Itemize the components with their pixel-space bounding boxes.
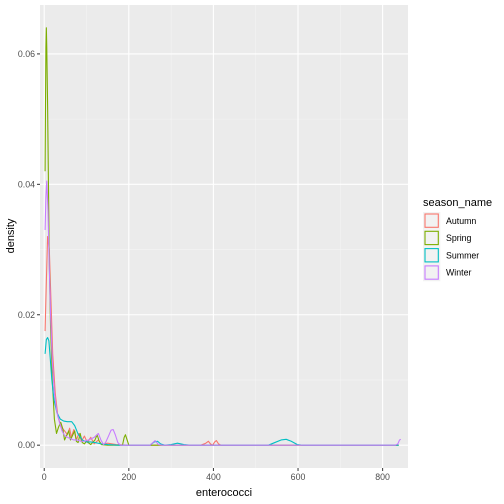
y-axis: 0.00 0.02 0.04 0.06 (18, 49, 40, 450)
legend-key-background (423, 229, 441, 247)
x-axis-title: enterococci (196, 487, 252, 499)
density-lines (44, 27, 402, 446)
legend-key-summer (423, 246, 441, 264)
series-line-summer (44, 337, 399, 446)
y-tick-label: 0.06 (18, 49, 35, 59)
y-tick-label: 0.04 (18, 179, 35, 189)
x-tick-label: 400 (206, 472, 221, 482)
legend: season_name Autumn Spring Summer Winter (423, 197, 492, 282)
legend-key-winter (423, 263, 441, 282)
x-tick-label: 200 (121, 472, 136, 482)
x-tick-label: 800 (375, 472, 390, 482)
plot-background (40, 5, 408, 468)
legend-key-swatch (424, 230, 439, 246)
y-tick-label: 0.00 (18, 440, 35, 450)
legend-items: Autumn Spring Summer Winter (423, 212, 479, 282)
x-tick-label: 600 (291, 472, 306, 482)
x-tick-label: 0 (42, 472, 47, 482)
legend-title: season_name (423, 197, 492, 209)
legend-key-background (423, 263, 441, 282)
y-tick-label: 0.02 (18, 310, 35, 320)
legend-key-background (423, 212, 441, 230)
legend-key-background (423, 246, 441, 264)
legend-key-autumn (423, 212, 441, 230)
x-axis: 0 200 400 600 800 (42, 468, 390, 482)
legend-label: Summer (446, 250, 479, 260)
y-axis-title: density (5, 218, 17, 253)
grid-minor (40, 5, 408, 468)
legend-key-swatch (424, 213, 439, 228)
legend-label: Winter (446, 268, 471, 278)
legend-key-spring (423, 229, 441, 247)
legend-key-swatch (424, 248, 439, 263)
series-line-winter (44, 180, 402, 446)
legend-label: Autumn (446, 216, 476, 226)
legend-key-swatch (424, 265, 439, 280)
legend-label: Spring (446, 233, 472, 243)
